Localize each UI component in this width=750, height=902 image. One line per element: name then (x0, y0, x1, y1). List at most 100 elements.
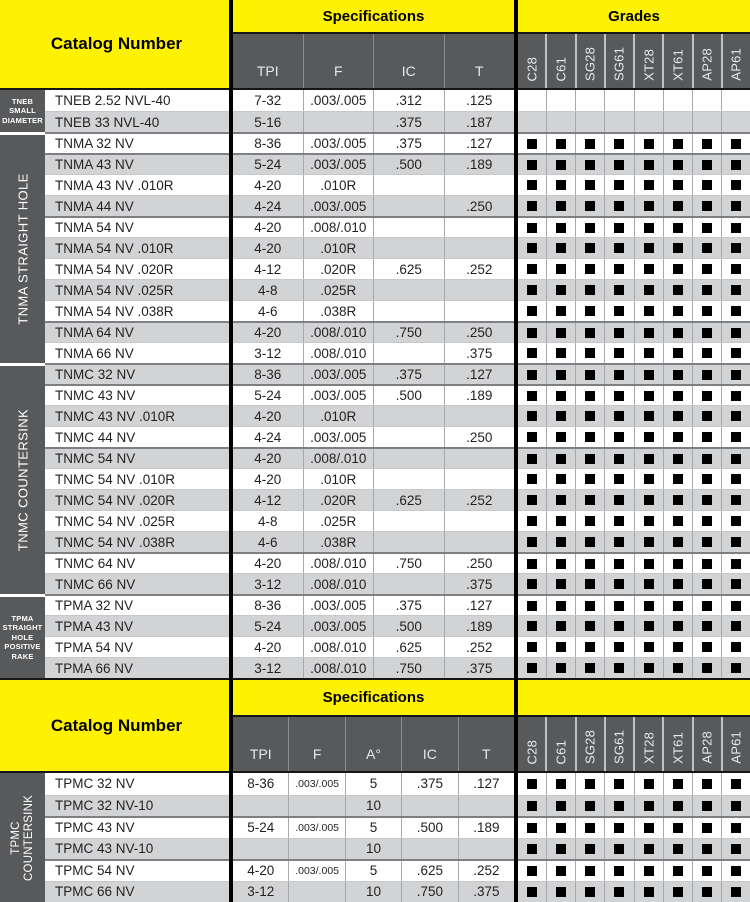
grade-availability-marker (614, 201, 625, 211)
grade-availability-marker (614, 180, 625, 190)
grade-availability-marker (643, 306, 654, 316)
spec-cell: 4-6 (257, 534, 278, 550)
grade-cell (518, 773, 546, 795)
table-row: TPMC 43 NV-10 10 (45, 837, 750, 859)
grade-availability-marker (527, 778, 538, 789)
grade-column-header: SG61 (603, 34, 633, 88)
spec-cell: .500 (373, 616, 444, 636)
spec-cell: .008/.010 (302, 449, 374, 468)
grade-availability-marker (527, 243, 538, 253)
spec-cell: .252 (457, 861, 514, 881)
grade-availability-marker (556, 642, 567, 652)
grade-column-header: XT28 (633, 717, 662, 771)
table-row: TNMC 32 NV 8-36 .003/.005.375.127 (45, 363, 750, 384)
grade-availability-marker (672, 600, 683, 611)
sidebar-group-label-text: TPMC COUNTERSINK (9, 794, 35, 881)
grade-cell (575, 838, 604, 859)
grade-availability-marker (614, 642, 625, 652)
catalog-cell: TPMA 32 NV (55, 598, 134, 613)
spec-cell: 4-20 (254, 177, 282, 193)
grade-availability-marker (527, 579, 538, 589)
grade-cell (575, 386, 604, 405)
table-row: TNEB 2.52 NVL-40 7-32 .003/.005.312.125 (45, 90, 750, 111)
catalog-cell: TNMA 54 NV .020R (55, 261, 174, 277)
grade-cell (518, 323, 546, 342)
grade-cell (633, 196, 663, 216)
grade-cell (633, 449, 663, 468)
catalog-cell: TPMC 54 NV (55, 863, 135, 879)
spec-cell: 4-24 (254, 198, 282, 214)
grade-availability-marker (730, 865, 741, 876)
grade-cell (691, 155, 721, 174)
grade-availability-marker (614, 453, 625, 464)
grade-cell (575, 637, 604, 657)
spec-cell: .008/.010 (302, 323, 374, 342)
spec-cell (373, 280, 444, 300)
spec-cell: .020R (302, 259, 374, 279)
grade-availability-marker (701, 327, 712, 338)
grade-availability-marker (614, 348, 625, 358)
grade-cell (633, 554, 663, 573)
grade-availability-marker (672, 886, 683, 897)
grade-availability-marker (585, 886, 596, 897)
sidebar-group-label: TNMA STRAIGHT HOLE (0, 132, 45, 363)
grade-cell (518, 449, 546, 468)
grade-cell (604, 469, 633, 489)
spec-cell (288, 838, 344, 859)
grade-cell (546, 427, 575, 447)
spec-cell: .003/.005 (302, 196, 374, 216)
grade-cell (662, 574, 692, 594)
spec-cell: .127 (457, 773, 514, 795)
grade-availability-marker (614, 369, 625, 380)
grade-availability-marker (672, 306, 683, 316)
grade-availability-marker (701, 843, 712, 854)
spec-cell: 8-36 (254, 367, 282, 382)
grade-availability-marker (643, 411, 654, 421)
spec-cell: .375 (457, 881, 514, 902)
grade-availability-marker (527, 600, 538, 611)
catalog-table-bottom: Catalog Number Specifications TPI F A° IC T … (0, 678, 750, 902)
table-row: TNMA 54 NV .020R 4-12 .020R .625.252 (45, 258, 750, 279)
grade-availability-marker (527, 411, 538, 421)
grade-cell (662, 175, 692, 195)
spec-cell: 5-24 (254, 618, 282, 634)
grade-cell (546, 838, 575, 859)
grade-column-label: AP28 (699, 48, 715, 81)
grade-availability-marker (614, 474, 625, 484)
grade-cell (691, 818, 721, 838)
grade-availability-marker (730, 642, 741, 652)
column-divider (229, 0, 233, 902)
grade-column-label: AP28 (699, 731, 715, 764)
grade-cell (575, 658, 604, 678)
spec-cell (443, 238, 515, 258)
grade-availability-marker (614, 822, 625, 833)
row-group: TNMC COUNTERSINK TNMC 32 NV 8-36 .003/.005.… (0, 363, 750, 594)
spec-cell (443, 175, 515, 195)
grade-cell (633, 301, 663, 321)
sidebar-group-label-text: TNEB SMALL DIAMETER (2, 96, 43, 125)
grade-availability-marker (730, 886, 741, 897)
grade-column-label: XT61 (670, 732, 686, 764)
grade-cell (633, 427, 663, 447)
spec-cell (457, 795, 514, 816)
grade-availability-marker (701, 495, 712, 505)
grade-availability-marker (643, 495, 654, 505)
catalog-cell: TNMA 44 NV (55, 198, 134, 214)
spec-cell: .003/.005 (302, 134, 374, 153)
spec-cell (373, 175, 444, 195)
grade-availability-marker (730, 453, 741, 464)
grade-cell (691, 406, 721, 426)
grade-cell (518, 386, 546, 405)
table-row: TNMA 44 NV 4-24 .003/.005 .250 (45, 195, 750, 216)
grade-cell (720, 175, 750, 195)
spec-cell: .500 (373, 386, 444, 405)
grade-cell (604, 861, 633, 881)
spec-cell: 7-32 (254, 93, 282, 108)
row-group: TNMA STRAIGHT HOLE TNMA 32 NV 8-36 .003/.00… (0, 132, 750, 363)
grade-cell (720, 134, 750, 153)
spec-column-header: TPI (249, 746, 272, 762)
table-row: TPMA 54 NV 4-20 .008/.010.625.252 (45, 636, 750, 657)
spec-cell: .025R (302, 511, 374, 531)
catalog-cell: TNMA 54 NV .025R (55, 282, 174, 298)
